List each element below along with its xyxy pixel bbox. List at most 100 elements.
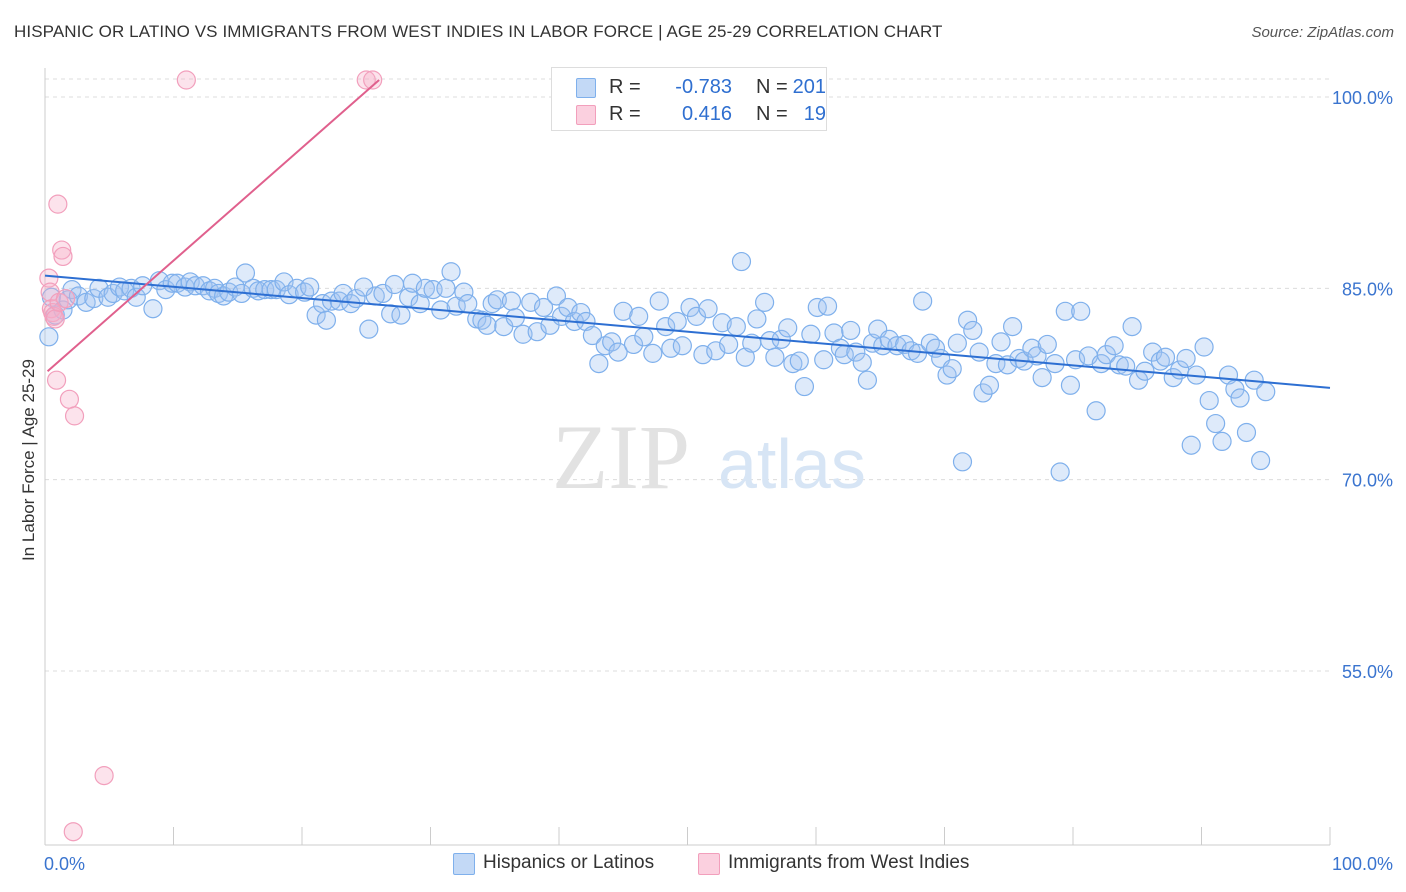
- chart-source: Source: ZipAtlas.com: [1251, 24, 1394, 41]
- data-point-hispanic: [841, 320, 861, 341]
- data-point-west-indies: [46, 370, 67, 390]
- data-point-hispanic: [208, 283, 229, 304]
- stats-swatch-hispanic: [576, 78, 596, 98]
- trendline-west-indies: [46, 79, 380, 372]
- trend-layer: [44, 79, 1331, 389]
- data-point-hispanic: [747, 309, 767, 329]
- data-point-hispanic: [1050, 462, 1070, 482]
- data-point-hispanic: [300, 277, 320, 297]
- data-point-hispanic: [482, 294, 502, 314]
- data-point-hispanic: [698, 299, 718, 319]
- data-point-hispanic: [731, 251, 752, 272]
- stats-n-label: N =: [756, 76, 788, 98]
- data-point-hispanic: [1230, 388, 1250, 408]
- data-point-hispanic: [266, 280, 286, 300]
- stats-r-label: R =: [609, 103, 641, 125]
- data-point-hispanic: [801, 324, 821, 344]
- axis-layer: [44, 68, 1331, 846]
- data-point-hispanic: [672, 336, 692, 356]
- y-axis-label: In Labor Force | Age 25-29: [19, 359, 38, 561]
- data-point-hispanic: [391, 305, 411, 325]
- data-point-hispanic: [1236, 422, 1257, 443]
- data-point-hispanic: [947, 333, 967, 353]
- data-point-hispanic: [294, 282, 315, 302]
- data-point-hispanic: [359, 319, 379, 339]
- data-point-hispanic: [1055, 301, 1075, 321]
- data-point-west-indies: [64, 406, 85, 426]
- data-point-hispanic: [316, 310, 337, 330]
- legend-label-west-indies: Immigrants from West Indies: [728, 852, 970, 873]
- data-point-hispanic: [1086, 401, 1106, 421]
- data-point-hispanic: [1251, 450, 1271, 471]
- data-point-west-indies: [363, 70, 383, 90]
- data-point-hispanic: [602, 332, 622, 352]
- data-point-hispanic: [185, 276, 205, 296]
- data-point-hispanic: [1194, 337, 1214, 357]
- legend-swatch-west-indies: [698, 853, 720, 875]
- data-point-hispanic: [937, 365, 957, 385]
- watermark-zip: ZIP: [552, 406, 690, 508]
- data-point-west-indies: [59, 389, 80, 409]
- data-point-hispanic: [958, 310, 978, 330]
- data-point-hispanic: [1037, 334, 1057, 355]
- data-point-hispanic: [501, 291, 522, 311]
- data-point-hispanic: [1256, 382, 1276, 402]
- data-point-hispanic: [852, 352, 872, 372]
- stats-n-label: N =: [756, 103, 788, 125]
- data-point-hispanic: [765, 347, 785, 367]
- data-point-hispanic: [521, 292, 541, 312]
- label-layer: 100.0% 85.0% 70.0% 55.0% 0.0% 100.0% In Labor …: [19, 88, 1393, 874]
- data-point-hispanic: [546, 286, 567, 306]
- data-point-hispanic: [623, 334, 644, 355]
- data-point-hispanic: [712, 313, 732, 333]
- data-point-hispanic: [913, 291, 933, 311]
- data-point-hispanic: [39, 327, 59, 347]
- data-point-hispanic: [794, 376, 815, 397]
- data-point-hispanic: [1003, 317, 1023, 337]
- y-tick-label: 55.0%: [1342, 662, 1393, 682]
- stats-n-value: 201: [792, 76, 826, 98]
- data-point-hispanic: [235, 263, 256, 283]
- stats-n-value: 19: [803, 103, 826, 125]
- data-point-hispanic: [754, 292, 775, 312]
- data-point-hispanic: [589, 353, 609, 374]
- data-point-hispanic: [180, 272, 200, 292]
- data-point-west-indies: [94, 765, 114, 786]
- data-point-hispanic: [608, 342, 628, 362]
- y-tick-label: 100.0%: [1332, 88, 1393, 108]
- data-point-hispanic: [686, 306, 707, 326]
- data-point-hispanic: [629, 306, 649, 326]
- data-point-hispanic: [1199, 390, 1219, 411]
- data-point-hispanic: [817, 296, 838, 316]
- stats-r-value: 0.416: [681, 103, 732, 125]
- data-point-hispanic: [693, 345, 713, 365]
- y-tick-label: 70.0%: [1342, 471, 1393, 491]
- points-layer: [39, 70, 1276, 842]
- data-point-hispanic: [661, 338, 681, 358]
- data-point-hispanic: [952, 452, 973, 472]
- legend-label-hispanic: Hispanics or Latinos: [483, 852, 655, 873]
- x-tick-label: 0.0%: [44, 854, 85, 874]
- data-point-hispanic: [1155, 347, 1176, 367]
- stats-swatch-west-indies: [576, 105, 596, 125]
- data-point-hispanic: [643, 343, 663, 363]
- data-point-hispanic: [472, 310, 492, 330]
- data-point-hispanic: [1104, 336, 1124, 356]
- stats-r-label: R =: [609, 76, 641, 98]
- data-point-west-indies: [63, 822, 83, 842]
- data-point-hispanic: [613, 301, 633, 321]
- data-point-hispanic: [415, 278, 435, 298]
- data-point-hispanic: [143, 299, 163, 319]
- data-point-west-indies: [55, 288, 76, 309]
- data-point-west-indies: [356, 70, 376, 90]
- data-point-hispanic: [1060, 375, 1081, 395]
- watermark: ZIP atlas: [552, 406, 866, 508]
- stats-r-value: -0.783: [675, 76, 732, 98]
- data-point-hispanic: [735, 347, 755, 367]
- data-point-hispanic: [778, 318, 798, 338]
- data-point-hispanic: [814, 350, 834, 370]
- data-point-hispanic: [973, 383, 993, 403]
- data-point-hispanic: [1181, 435, 1201, 455]
- data-point-hispanic: [667, 311, 687, 332]
